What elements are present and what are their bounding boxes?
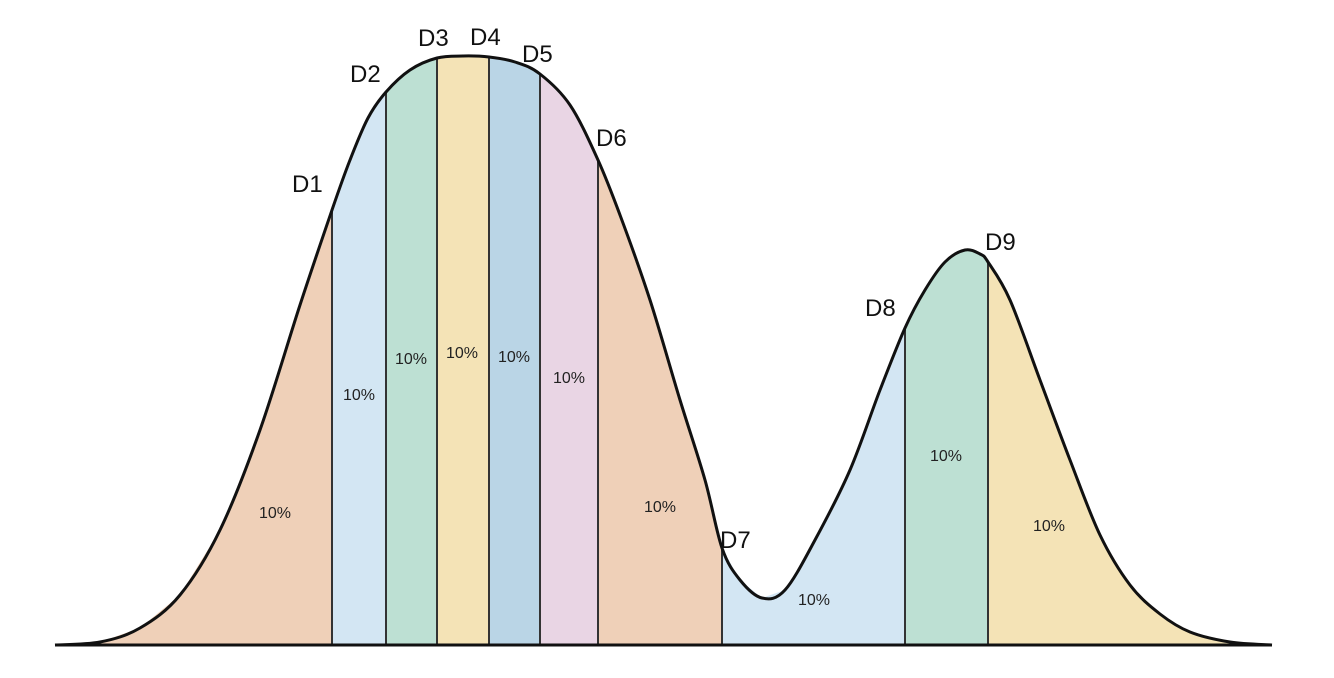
segment-percent-label-3: 10% bbox=[395, 351, 427, 368]
segment-percent-label-4: 10% bbox=[446, 345, 478, 362]
decile-segment-8 bbox=[722, 328, 905, 645]
decile-label-d6: D6 bbox=[596, 125, 627, 152]
segment-percent-label-8: 10% bbox=[798, 592, 830, 609]
decile-segment-6 bbox=[540, 74, 598, 645]
decile-segment-4 bbox=[437, 56, 489, 645]
decile-label-d2: D2 bbox=[350, 61, 381, 88]
segment-percent-label-5: 10% bbox=[498, 349, 530, 366]
decile-label-d4: D4 bbox=[470, 24, 501, 51]
decile-segment-2 bbox=[332, 92, 386, 645]
decile-label-d3: D3 bbox=[418, 25, 449, 52]
decile-segment-5 bbox=[489, 57, 540, 645]
decile-label-d7: D7 bbox=[720, 527, 751, 554]
segment-percent-label-1: 10% bbox=[259, 505, 291, 522]
decile-label-d9: D9 bbox=[985, 229, 1016, 256]
decile-label-d5: D5 bbox=[522, 41, 553, 68]
decile-segment-1 bbox=[55, 210, 332, 645]
segment-percent-label-6: 10% bbox=[553, 370, 585, 387]
decile-segment-9 bbox=[905, 250, 988, 645]
decile-segment-7 bbox=[598, 160, 722, 645]
density-curve bbox=[54, 54, 1273, 647]
decile-segment-10 bbox=[988, 262, 1272, 645]
segment-percent-label-9: 10% bbox=[930, 448, 962, 465]
decile-label-d8: D8 bbox=[865, 295, 896, 322]
segment-percent-label-2: 10% bbox=[343, 387, 375, 404]
segment-percent-label-10: 10% bbox=[1033, 518, 1065, 535]
decile-label-d1: D1 bbox=[292, 171, 323, 198]
segment-percent-label-7: 10% bbox=[644, 499, 676, 516]
decile-segment-3 bbox=[386, 58, 437, 645]
